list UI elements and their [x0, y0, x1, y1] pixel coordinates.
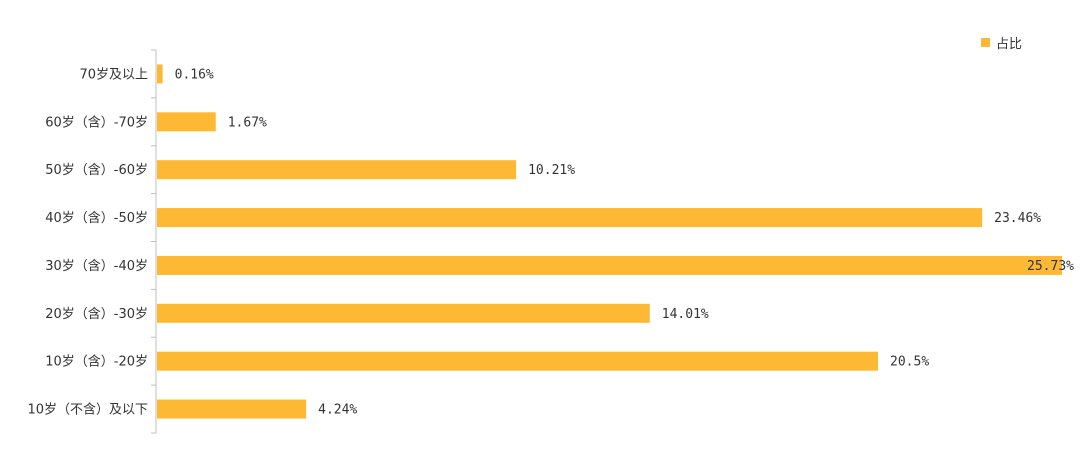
value-label: 14.01% — [662, 307, 709, 322]
value-label: 0.16% — [175, 67, 214, 82]
value-label: 23.46% — [994, 211, 1041, 226]
category-label: 40岁（含）-50岁 — [45, 210, 148, 226]
bar — [157, 351, 879, 371]
category-label: 20岁（含）-30岁 — [45, 306, 148, 322]
value-label: 10.21% — [528, 163, 575, 178]
bar — [157, 399, 307, 419]
bar — [157, 112, 216, 132]
bar — [157, 255, 1062, 275]
legend-label: 占比 — [996, 37, 1023, 52]
category-labels: 70岁及以上 60岁（含）-70岁 50岁（含）-60岁 40岁（含）-50岁 30岁（… — [27, 67, 148, 417]
legend: 占比 — [981, 33, 1022, 52]
category-label: 50岁（含）-60岁 — [45, 162, 148, 178]
y-axis-ticks — [151, 49, 156, 434]
bar — [157, 303, 650, 323]
bar — [157, 208, 983, 228]
value-label: 25.73% — [1027, 259, 1074, 274]
bar — [157, 160, 517, 180]
value-label: 20.5% — [890, 355, 929, 370]
category-label: 70岁及以上 — [79, 67, 148, 82]
bars-group — [157, 64, 1062, 419]
bar — [157, 64, 163, 84]
value-label: 4.24% — [318, 403, 357, 418]
legend-swatch — [981, 38, 990, 47]
category-label: 10岁（不含）及以下 — [27, 402, 148, 418]
value-label: 1.67% — [228, 115, 267, 130]
category-label: 60岁（含）-70岁 — [45, 114, 148, 130]
value-labels: 0.16% 1.67% 10.21% 23.46% 25.73% 14.01% 20.5% 4… — [175, 67, 1075, 417]
category-label: 10岁（含）-20岁 — [45, 354, 148, 370]
category-label: 30岁（含）-40岁 — [45, 258, 148, 274]
